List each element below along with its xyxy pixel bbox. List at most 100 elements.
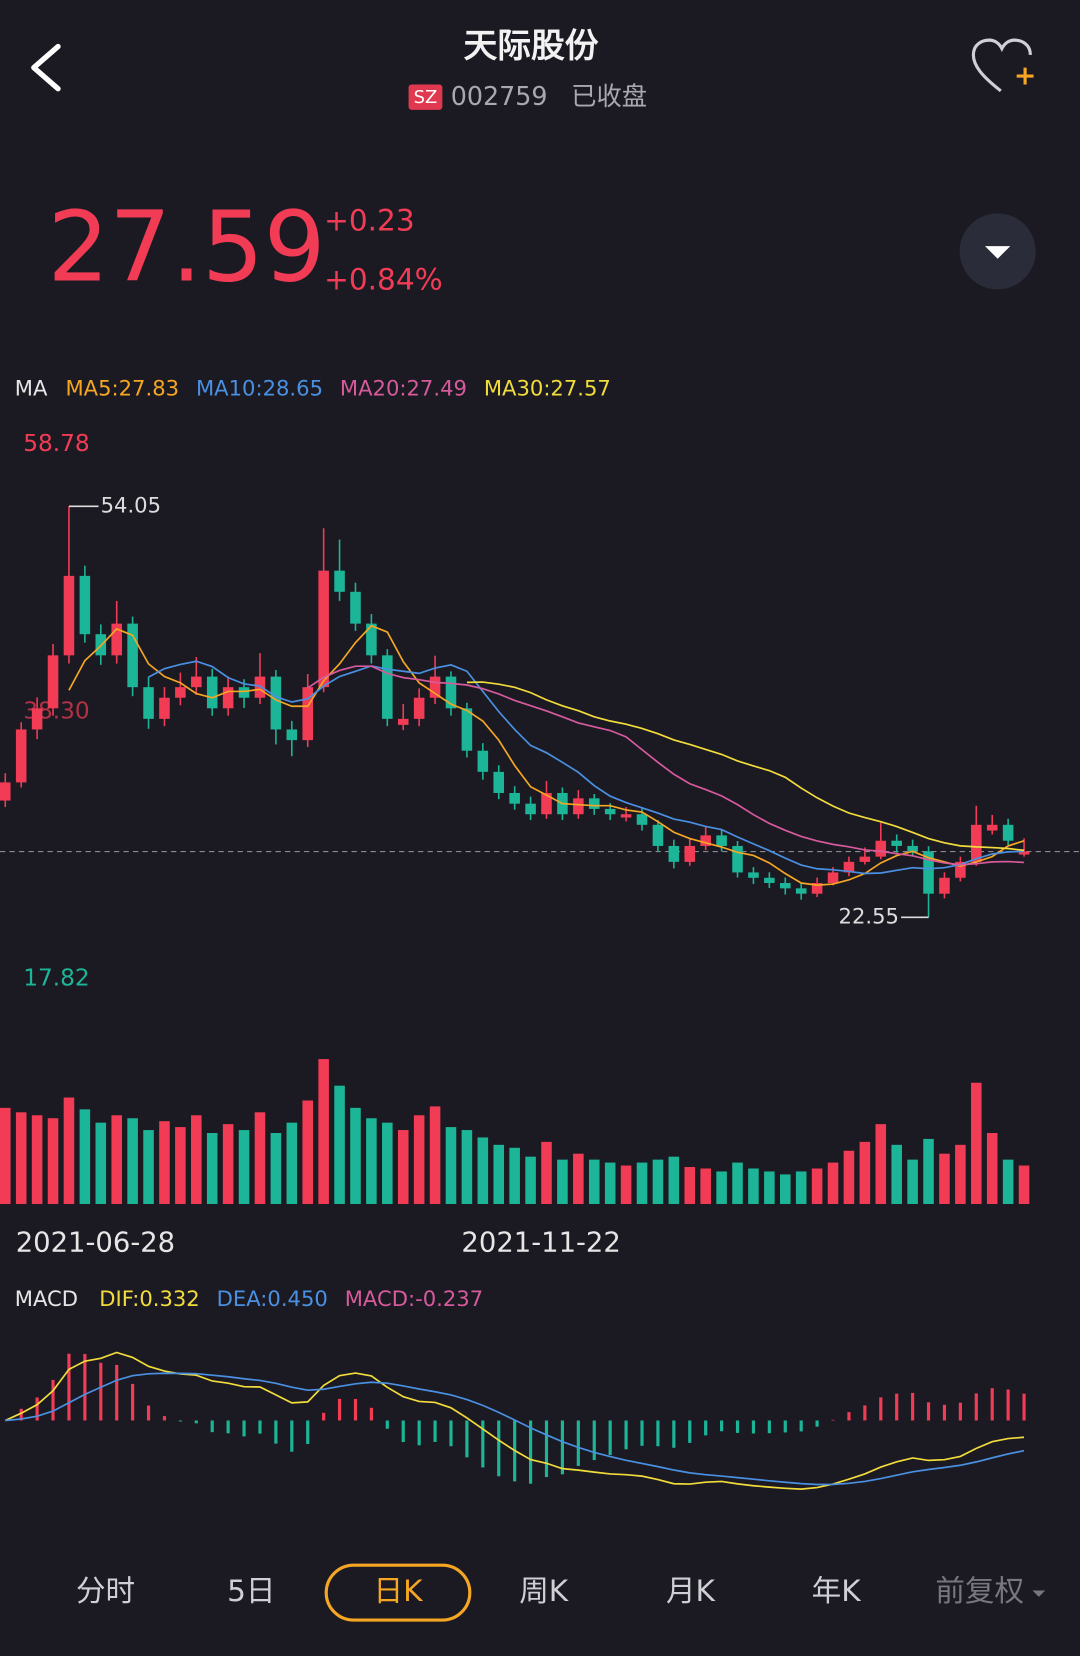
macd-bar	[274, 1420, 278, 1444]
macd-bar	[863, 1405, 867, 1421]
volume-bar	[286, 1122, 298, 1204]
volume-bar	[557, 1159, 568, 1204]
candle-body	[206, 676, 218, 709]
candle-body	[334, 570, 345, 592]
back-button[interactable]	[31, 43, 61, 92]
candle-body	[859, 856, 871, 862]
volume-bar	[175, 1127, 186, 1204]
x-tick-label: 2021-11-22	[461, 1228, 620, 1259]
volume-bar	[588, 1159, 600, 1204]
macd-bar	[83, 1353, 87, 1421]
macd-label: MACD	[15, 1286, 78, 1311]
macd-bar	[544, 1420, 549, 1478]
candle-body	[509, 792, 520, 804]
candle-body	[748, 872, 759, 878]
macd-bar	[560, 1420, 565, 1475]
macd-bar	[640, 1420, 644, 1446]
candle-body	[159, 697, 170, 719]
candle-body	[238, 687, 250, 698]
volume-bar	[732, 1162, 743, 1204]
tab[interactable]: 年K	[812, 1574, 862, 1608]
macd-bar	[385, 1420, 389, 1429]
candle-body	[811, 883, 823, 894]
macd-bar	[433, 1420, 437, 1442]
volume-bar	[955, 1144, 966, 1204]
macd-bar	[497, 1420, 501, 1477]
candle-body	[222, 687, 234, 709]
volume-bar	[748, 1168, 759, 1204]
macd-bar	[35, 1397, 39, 1421]
candle-body	[318, 570, 329, 688]
candle-body	[47, 655, 59, 709]
candle-body	[302, 687, 314, 741]
favorite-button[interactable]	[971, 38, 1032, 93]
volume-bar	[206, 1133, 218, 1204]
candle-body	[986, 824, 998, 831]
ma-legend: MA30:27.57	[484, 376, 611, 401]
candle-body	[111, 623, 122, 656]
macd-bar	[1022, 1393, 1026, 1421]
candle-body	[63, 575, 75, 656]
volume-bar	[573, 1153, 584, 1204]
last-price: 27.59	[48, 190, 326, 303]
dea-line	[5, 1372, 1025, 1486]
stock-title: 天际股份	[464, 26, 599, 65]
macd-bar	[879, 1397, 883, 1421]
macd-bar	[290, 1420, 294, 1452]
tab[interactable]: 前复权	[935, 1574, 1024, 1608]
macd-bar	[146, 1405, 151, 1421]
macd-bar	[831, 1419, 835, 1421]
candle-body	[588, 798, 600, 809]
macd-bar	[226, 1420, 230, 1434]
market-code: SZ	[414, 87, 438, 108]
candle-body	[143, 687, 154, 719]
macd-bar	[258, 1420, 262, 1434]
volume-bar	[684, 1167, 696, 1204]
volume-bar	[445, 1127, 457, 1204]
candle-body	[382, 655, 393, 719]
ma-legend: MA10:28.65	[196, 376, 323, 401]
volume-bar	[397, 1130, 409, 1204]
volume-bar	[222, 1124, 234, 1204]
candle-body	[939, 877, 950, 894]
candle-body	[477, 750, 489, 772]
volume-bar	[461, 1130, 473, 1204]
candle-body	[397, 718, 409, 725]
candle-body	[79, 575, 91, 635]
macd-bar	[242, 1420, 246, 1437]
macd-bar	[337, 1398, 342, 1421]
macd-bar	[481, 1420, 485, 1468]
candle-body	[795, 888, 807, 894]
volume-bar	[764, 1171, 775, 1204]
price-change: +0.23	[324, 203, 415, 237]
macd-bar	[528, 1420, 533, 1484]
volume-bar	[795, 1171, 807, 1204]
tab[interactable]: 5日	[227, 1574, 275, 1608]
candle-body	[700, 835, 711, 846]
volume-bar	[477, 1137, 489, 1204]
candle-body	[636, 814, 648, 825]
tab[interactable]: 日K	[374, 1574, 424, 1608]
macd-bar	[656, 1420, 660, 1447]
ma-legend: MA5:27.83	[65, 376, 179, 401]
candle-body	[923, 851, 934, 894]
volume-bar	[159, 1121, 170, 1204]
candle-body	[493, 771, 505, 793]
candle-body	[971, 824, 982, 862]
candle-body	[875, 840, 887, 857]
candle-body	[1018, 851, 1030, 855]
tab[interactable]: 分时	[76, 1574, 135, 1608]
tab[interactable]: 周K	[519, 1574, 569, 1608]
candle-body	[270, 676, 282, 730]
candle-body	[413, 697, 425, 719]
macd-bar	[178, 1420, 182, 1422]
favorite-plus	[1016, 67, 1034, 85]
candle-body	[891, 840, 902, 846]
macd-bar	[401, 1420, 405, 1443]
volume-bar	[302, 1100, 314, 1204]
dropdown-arrow	[984, 246, 1011, 259]
tab-dropdown-arrow	[1032, 1590, 1046, 1597]
tab[interactable]: 月K	[666, 1574, 716, 1608]
macd-bar	[958, 1402, 962, 1421]
